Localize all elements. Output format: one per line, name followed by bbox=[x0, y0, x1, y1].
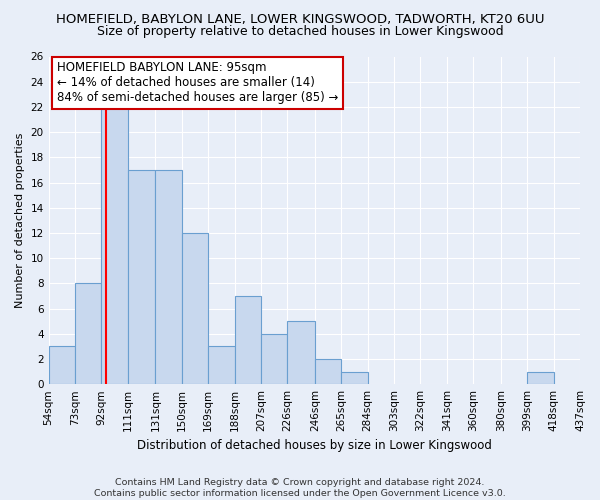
Bar bbox=[101, 107, 128, 384]
Text: HOMEFIELD BABYLON LANE: 95sqm
← 14% of detached houses are smaller (14)
84% of s: HOMEFIELD BABYLON LANE: 95sqm ← 14% of d… bbox=[56, 62, 338, 104]
Text: HOMEFIELD, BABYLON LANE, LOWER KINGSWOOD, TADWORTH, KT20 6UU: HOMEFIELD, BABYLON LANE, LOWER KINGSWOOD… bbox=[56, 12, 544, 26]
Bar bbox=[235, 296, 261, 384]
Bar bbox=[155, 170, 182, 384]
Bar bbox=[261, 334, 287, 384]
Bar bbox=[75, 284, 101, 384]
X-axis label: Distribution of detached houses by size in Lower Kingswood: Distribution of detached houses by size … bbox=[137, 440, 492, 452]
Bar bbox=[341, 372, 368, 384]
Bar bbox=[287, 321, 315, 384]
Text: Contains HM Land Registry data © Crown copyright and database right 2024.
Contai: Contains HM Land Registry data © Crown c… bbox=[94, 478, 506, 498]
Bar bbox=[208, 346, 235, 384]
Bar bbox=[315, 359, 341, 384]
Bar bbox=[182, 233, 208, 384]
Bar bbox=[527, 372, 554, 384]
Text: Size of property relative to detached houses in Lower Kingswood: Size of property relative to detached ho… bbox=[97, 25, 503, 38]
Bar bbox=[49, 346, 75, 384]
Bar bbox=[128, 170, 155, 384]
Y-axis label: Number of detached properties: Number of detached properties bbox=[15, 132, 25, 308]
